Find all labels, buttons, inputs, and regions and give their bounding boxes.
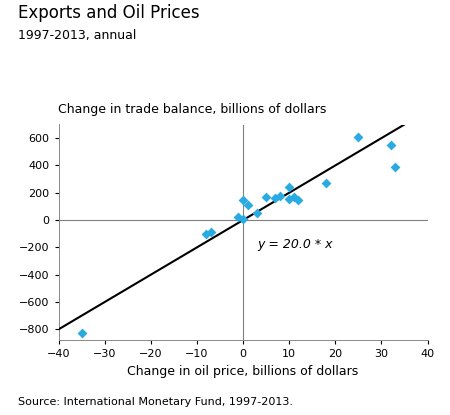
Point [202,230,210,237]
Text: Change in trade balance, billions of dollars: Change in trade balance, billions of dol… [58,103,327,116]
Point [244,202,251,208]
Point [253,209,261,216]
Text: Exports and Oil Prices: Exports and Oil Prices [18,4,200,22]
Point [272,195,279,202]
Point [239,215,247,222]
Point [207,229,214,236]
Point [392,164,399,170]
X-axis label: Change in oil price, billions of dollars: Change in oil price, billions of dollars [127,365,359,378]
Point [322,180,329,187]
Point [285,195,292,202]
Point [285,184,292,190]
Point [387,142,394,148]
Point [78,330,85,337]
Point [235,214,242,221]
Text: Source: International Monetary Fund, 1997-2013.: Source: International Monetary Fund, 199… [18,397,293,407]
Point [290,193,297,200]
Point [276,193,284,200]
Text: y = 20.0 * x: y = 20.0 * x [257,238,333,251]
Text: 1997-2013, annual: 1997-2013, annual [18,29,136,42]
Point [355,134,362,140]
Point [295,196,302,203]
Point [262,193,270,200]
Point [239,196,247,203]
